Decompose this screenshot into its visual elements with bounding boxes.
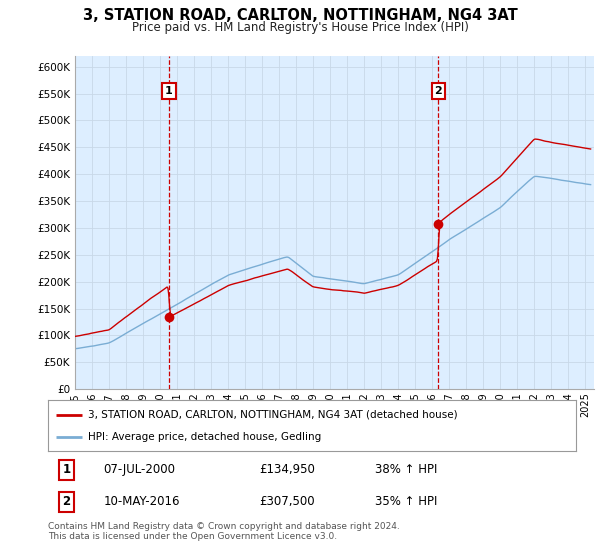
Text: Price paid vs. HM Land Registry's House Price Index (HPI): Price paid vs. HM Land Registry's House …	[131, 21, 469, 34]
Text: 38% ↑ HPI: 38% ↑ HPI	[376, 463, 438, 476]
Text: 07-JUL-2000: 07-JUL-2000	[103, 463, 175, 476]
Text: 3, STATION ROAD, CARLTON, NOTTINGHAM, NG4 3AT (detached house): 3, STATION ROAD, CARLTON, NOTTINGHAM, NG…	[88, 409, 457, 419]
Text: £307,500: £307,500	[259, 496, 315, 508]
Text: 1: 1	[165, 86, 173, 96]
Text: 10-MAY-2016: 10-MAY-2016	[103, 496, 180, 508]
Text: 3, STATION ROAD, CARLTON, NOTTINGHAM, NG4 3AT: 3, STATION ROAD, CARLTON, NOTTINGHAM, NG…	[83, 8, 517, 24]
Text: 35% ↑ HPI: 35% ↑ HPI	[376, 496, 438, 508]
Text: 2: 2	[62, 496, 71, 508]
Text: 2: 2	[434, 86, 442, 96]
Text: 1: 1	[62, 463, 71, 476]
Text: £134,950: £134,950	[259, 463, 315, 476]
Text: Contains HM Land Registry data © Crown copyright and database right 2024.
This d: Contains HM Land Registry data © Crown c…	[48, 522, 400, 542]
Text: HPI: Average price, detached house, Gedling: HPI: Average price, detached house, Gedl…	[88, 432, 321, 442]
